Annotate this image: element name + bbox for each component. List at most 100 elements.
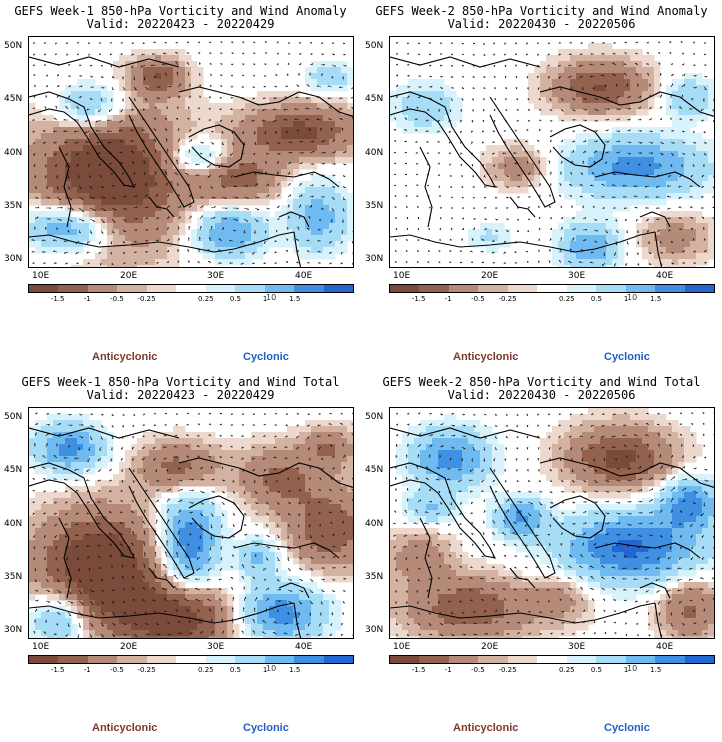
wind-vector-head (42, 129, 45, 132)
vorticity-cell (275, 133, 282, 140)
wind-vector (648, 141, 654, 144)
vorticity-cell (329, 235, 336, 242)
wind-vector-head (660, 83, 662, 86)
vorticity-cell (89, 91, 96, 98)
vorticity-cell (239, 145, 246, 152)
vorticity-cell (335, 121, 342, 128)
vorticity-cell (101, 109, 108, 116)
vorticity-cell (612, 73, 619, 80)
vorticity-cell (618, 253, 625, 260)
vorticity-cell (233, 187, 240, 194)
vorticity-cell (35, 229, 42, 236)
vorticity-cell (576, 109, 583, 116)
wind-vector-head (701, 119, 703, 122)
vorticity-cell (263, 145, 270, 152)
wind-vector-head (87, 42, 90, 44)
vorticity-cell (317, 133, 324, 140)
vorticity-cell (281, 121, 288, 128)
wind-vector (111, 207, 117, 211)
vorticity-cell (414, 121, 421, 128)
vorticity-cell (636, 151, 643, 158)
vorticity-cell (137, 67, 144, 74)
vorticity-cell (347, 127, 353, 134)
vorticity-cell (299, 193, 306, 200)
wind-vector-head (538, 99, 541, 101)
wind-vector-head (549, 99, 552, 102)
wind-vector-head (301, 140, 304, 143)
wind-vector-head (624, 73, 627, 75)
vorticity-cell (684, 145, 691, 152)
vorticity-cell (167, 91, 174, 98)
vorticity-cell (113, 235, 120, 242)
vorticity-cell (552, 73, 559, 80)
vorticity-cell (570, 163, 577, 170)
vorticity-cell (185, 109, 192, 116)
vorticity-cell (600, 217, 607, 224)
vorticity-cell (65, 199, 72, 206)
wind-vector-head (702, 165, 705, 168)
vorticity-cell (624, 145, 631, 152)
wind-vector-head (629, 108, 632, 110)
vorticity-cell (113, 133, 120, 140)
wind-vector (287, 151, 293, 154)
vorticity-cell (215, 259, 222, 266)
wind-vector-head (549, 205, 552, 208)
vorticity-cell (341, 151, 348, 158)
vorticity-cell (624, 55, 631, 62)
vorticity-cell (173, 91, 180, 98)
vorticity-cell (570, 139, 577, 146)
vorticity-cell (317, 115, 324, 122)
wind-vector-head (633, 185, 636, 187)
vorticity-cell (600, 223, 607, 230)
vorticity-cell (281, 229, 288, 236)
vorticity-cell (167, 145, 174, 152)
wind-vector (89, 218, 96, 222)
vorticity-cell (47, 139, 54, 146)
vorticity-cell (347, 67, 353, 74)
vorticity-cell (233, 139, 240, 146)
vorticity-cell (227, 157, 234, 164)
vorticity-cell (179, 109, 186, 116)
vorticity-cell (420, 85, 427, 92)
wind-vector (254, 183, 258, 187)
vorticity-cell (642, 97, 649, 104)
wind-vector-head (178, 226, 180, 229)
vorticity-cell (173, 187, 180, 194)
wind-vector-head (274, 251, 277, 254)
wind-vector-head (146, 229, 149, 231)
vorticity-cell (636, 229, 643, 236)
vorticity-cell (558, 151, 565, 158)
wind-vector-head (582, 160, 585, 163)
vorticity-cell (29, 181, 36, 188)
wind-vector-head (419, 96, 421, 99)
vorticity-cell (624, 175, 631, 182)
wind-vector (176, 71, 179, 77)
vorticity-cell (239, 163, 246, 170)
vorticity-cell (275, 151, 282, 158)
wind-vector-head (600, 63, 603, 65)
wind-vector-head (650, 118, 652, 121)
vorticity-cell (113, 211, 120, 218)
vorticity-cell (149, 73, 156, 80)
vorticity-cell (335, 247, 342, 254)
vorticity-cell (636, 157, 643, 164)
vorticity-cell (173, 193, 180, 200)
vorticity-cell (335, 193, 342, 200)
wind-vector-head (406, 105, 409, 109)
wind-vector-head (426, 184, 430, 186)
wind-vector (320, 140, 325, 143)
vorticity-cell (161, 145, 168, 152)
vorticity-cell (131, 229, 138, 236)
vorticity-cell (101, 223, 108, 230)
vorticity-cell (624, 85, 631, 92)
vorticity-cell (215, 115, 222, 122)
wind-vector-head (419, 86, 422, 89)
vorticity-cell (426, 91, 433, 98)
wind-vector-head (341, 220, 344, 223)
vorticity-cell (137, 55, 144, 62)
vorticity-cell (612, 193, 619, 200)
vorticity-cell (101, 139, 108, 146)
vorticity-cell (185, 193, 192, 200)
vorticity-cell (498, 169, 505, 176)
vorticity-cell (702, 145, 709, 152)
